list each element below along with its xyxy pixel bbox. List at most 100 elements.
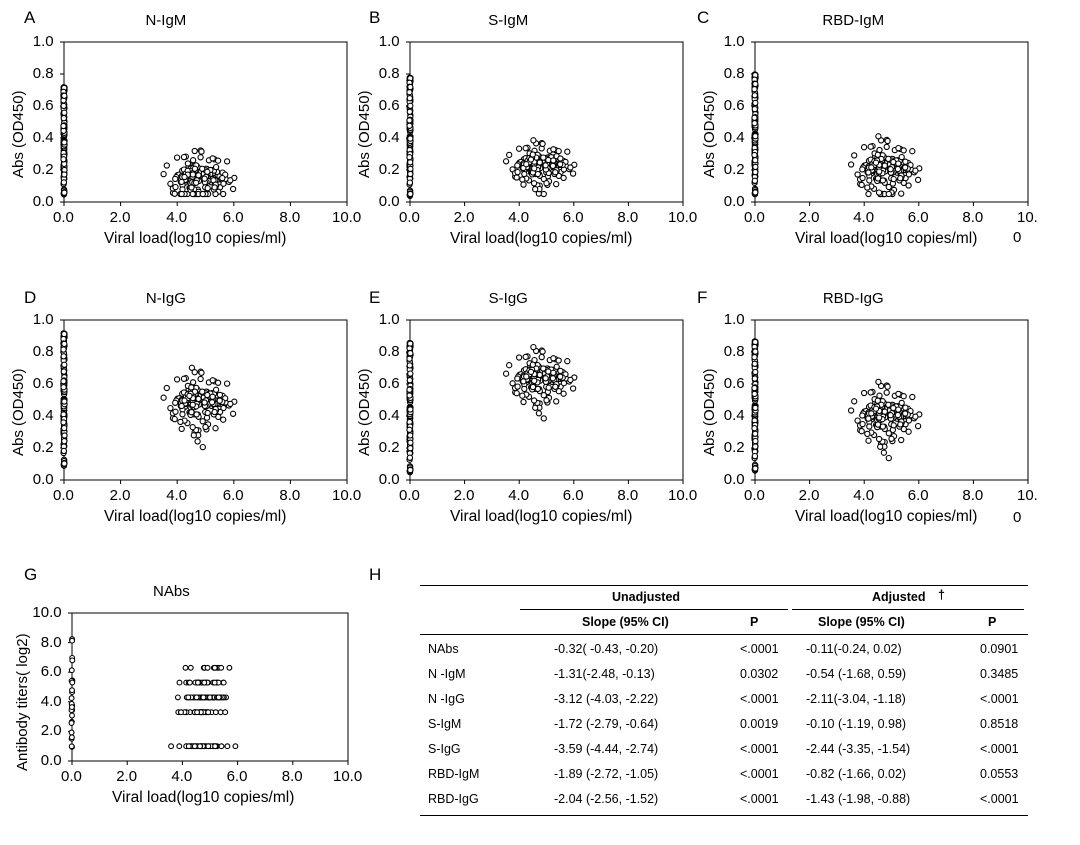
data-point [211, 679, 218, 686]
x-tick-label: 4.0 [508, 209, 530, 226]
data-point [218, 664, 225, 671]
y-tick-label: 0.6 [32, 97, 54, 114]
table-bottom-rule [420, 815, 1028, 816]
panel-letter-b: B [369, 8, 381, 27]
data-point [534, 170, 542, 178]
row-label: S-IgM [428, 717, 462, 731]
data-point [61, 171, 68, 178]
data-point [180, 153, 188, 161]
data-point [530, 180, 538, 187]
dagger-mark: † [938, 588, 945, 602]
data-point [194, 709, 201, 716]
slope-adjusted: -2.44 (-3.35, -1.54) [806, 742, 911, 756]
x-tick-label: 4.0 [166, 209, 188, 226]
x-tick-label: 2.0 [109, 209, 131, 226]
data-point [550, 157, 557, 164]
p-adjusted: 0.3485 [980, 667, 1019, 681]
data-point [222, 709, 229, 716]
data-point [68, 743, 75, 750]
panel-title-a: N-IgM [145, 12, 187, 29]
data-point [214, 157, 222, 164]
panel-letter-g: G [24, 565, 38, 584]
data-point [520, 181, 527, 188]
col-slope-unadjusted: Slope (95% CI) [582, 615, 669, 629]
y-tick-label: 1.0 [32, 33, 54, 50]
data-point [530, 137, 537, 144]
data-point [201, 679, 208, 686]
x-tick-label: 6.0 [226, 768, 248, 785]
data-point [523, 161, 530, 168]
y-tick-label: 0.4 [32, 129, 54, 146]
data-point [557, 161, 564, 168]
panel-letter-f: F [697, 288, 708, 307]
data-point [69, 679, 76, 686]
header-unadjusted: Unadjusted [612, 590, 681, 604]
x-axis-label-a: Viral load(log10 copies/ml) [104, 230, 287, 247]
data-point [184, 160, 192, 167]
data-point [406, 95, 413, 102]
data-point [176, 679, 183, 686]
x-tick-label: 6.0 [222, 209, 244, 226]
data-point [205, 709, 212, 716]
y-tick-label: 0.4 [378, 129, 400, 146]
row-label: N -IgM [428, 667, 466, 681]
data-point [406, 154, 413, 161]
p-unadjusted: 0.0302 [740, 667, 779, 681]
data-point [61, 139, 68, 146]
x-tick-label: 8.0 [279, 209, 301, 226]
data-point [543, 180, 550, 187]
table-top-rule [420, 585, 1028, 586]
data-point [406, 117, 413, 124]
slope-unadjusted: -1.89 (-2.72, -1.05) [554, 767, 659, 781]
data-point [69, 657, 76, 664]
y-tick-label: 0.2 [32, 161, 54, 178]
y-tick-label: 1.0 [378, 33, 400, 50]
slope-unadjusted: -3.59 (-4.44, -2.74) [554, 742, 659, 756]
data-point [187, 664, 194, 671]
data-point [168, 743, 175, 750]
x-tick-label: 8.0 [617, 209, 639, 226]
data-point [529, 151, 536, 158]
data-point [220, 679, 227, 686]
data-point [60, 115, 67, 122]
panel-title-c: RBD-IgM [822, 12, 885, 29]
data-point [178, 178, 185, 186]
p-adjusted: 0.0901 [980, 642, 1019, 656]
x-tick-label: 0.0 [53, 209, 74, 226]
data-point [564, 148, 571, 155]
data-point [197, 743, 203, 750]
row-label: NAbs [428, 642, 459, 656]
row-label: N -IgG [428, 692, 465, 706]
y-tick-label: 10.0 [32, 604, 62, 621]
data-point [199, 190, 206, 198]
data-point [69, 712, 75, 719]
data-point [211, 184, 218, 191]
col-slope-adjusted: Slope (95% CI) [818, 615, 905, 629]
data-point [60, 122, 67, 130]
data-point [181, 173, 188, 181]
data-point [226, 664, 233, 671]
x-tick-label: 6.0 [562, 209, 584, 226]
slope-unadjusted: -1.72 (-2.79, -0.64) [554, 717, 659, 731]
data-point [540, 154, 547, 161]
data-point [176, 743, 183, 750]
data-point [406, 108, 413, 115]
data-point [223, 158, 231, 165]
slope-adjusted: -0.10 (-1.19, 0.98) [806, 717, 907, 731]
data-point [219, 174, 226, 182]
y-tick-label: 0.8 [378, 65, 400, 82]
x-tick-label: 0.0 [61, 768, 82, 785]
data-point [205, 743, 212, 750]
y-tick-label: 0.0 [40, 752, 62, 769]
p-unadjusted: <.0001 [740, 642, 779, 656]
data-point [407, 170, 414, 178]
data-point [173, 154, 181, 161]
rule-unadjusted [520, 609, 788, 610]
slope-adjusted: -0.54 (-1.68, 0.59) [806, 667, 907, 681]
data-point [201, 175, 208, 182]
panel-letter-h: H [369, 565, 382, 584]
y-tick-label: 0.2 [378, 161, 400, 178]
y-tick-label: 0.0 [32, 193, 54, 210]
data-point [215, 694, 222, 701]
